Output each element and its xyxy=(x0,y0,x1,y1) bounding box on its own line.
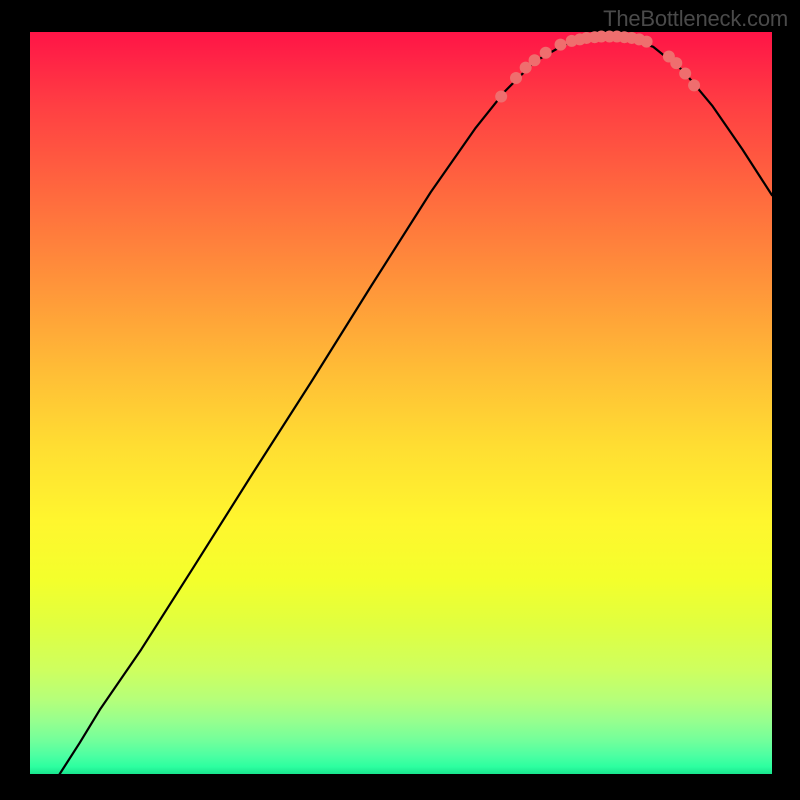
chart-marker xyxy=(510,72,522,84)
chart-marker xyxy=(555,39,567,51)
stage: TheBottleneck.com xyxy=(0,0,800,800)
watermark-text: TheBottleneck.com xyxy=(603,6,788,32)
chart-marker xyxy=(529,54,541,66)
chart-curve xyxy=(60,37,772,774)
chart-plot-area xyxy=(30,32,772,774)
chart-marker xyxy=(688,79,700,91)
chart-marker xyxy=(495,91,507,103)
chart-marker xyxy=(540,47,552,59)
chart-svg-layer xyxy=(30,32,772,774)
chart-marker xyxy=(641,36,653,48)
chart-marker xyxy=(670,57,682,69)
chart-marker xyxy=(679,68,691,80)
chart-markers xyxy=(495,30,700,102)
